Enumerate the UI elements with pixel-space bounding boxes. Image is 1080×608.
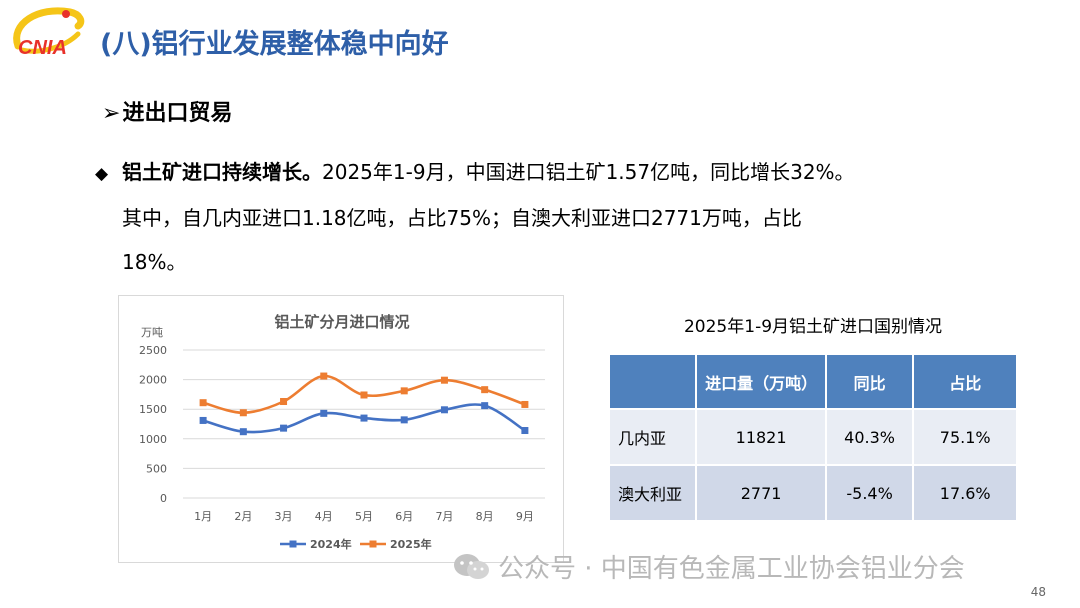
watermark-text: 公众号 · 中国有色金属工业协会铝业分会 [498,554,965,584]
wechat-icon [454,553,489,579]
legend-label-1: 2024年 [310,537,352,551]
data-point [239,428,247,436]
data-point [360,391,368,399]
y-tick-label: 1000 [139,433,167,446]
table-cell: 几内亚 [607,408,698,466]
y-tick-label: 1500 [139,403,167,416]
table-title: 2025年1-9月铝土矿进口国别情况 [683,317,943,337]
y-tick-label: 0 [160,492,167,505]
data-point [239,409,247,417]
data-point [521,427,529,435]
table-header-cell: 占比 [912,353,1018,410]
x-tick-label: 9月 [516,510,534,523]
bullet-line-1: 2025年1-9月，中国进口铝土矿1.57亿吨，同比增长32%。 [322,160,855,184]
legend-marker-2 [369,540,377,548]
table-header-cell [607,353,698,410]
x-tick-label: 7月 [435,510,453,523]
import-line-chart: 铝土矿分月进口情况万吨 0 500 1000 1500 2000 2500 1月 2月 3月 4月 5… [118,295,564,563]
x-tick-label: 4月 [315,510,333,523]
svg-text:CNIA: CNIA [18,37,67,59]
table-cell: 2771 [695,464,827,522]
y-tick-label: 500 [146,462,167,475]
table-cell: 75.1% [912,408,1018,466]
data-point [280,398,288,406]
data-point [481,402,489,410]
x-tick-label: 8月 [476,510,494,523]
data-point [280,424,288,432]
bullet-line-2: 其中，自几内亚进口1.18亿吨，占比75%；自澳大利亚进口2771万吨，占比 [122,206,802,230]
data-point [400,416,408,424]
x-tick-label: 3月 [275,510,293,523]
bullet-paragraph: ◆ 铝土矿进口持续增长。2025年1-9月，中国进口铝土矿1.57亿吨，同比增长3… [95,150,1015,284]
data-point [400,387,408,395]
table-cell: 40.3% [824,408,915,466]
table-cell: 17.6% [912,464,1018,522]
data-point [320,372,328,380]
table-cell: -5.4% [824,464,915,522]
legend-marker-1 [289,540,297,548]
x-tick-label: 2月 [234,510,252,523]
x-tick-label: 1月 [194,510,212,523]
table-cell: 11821 [695,408,827,466]
data-point [440,406,448,414]
table-header-row: 进口量（万吨） 同比 占比 [607,353,1018,410]
data-point [199,416,207,424]
import-country-table: 进口量（万吨） 同比 占比 几内亚 11821 40.3% 75.1% 澳大利亚… [607,353,1018,522]
arrow-bullet-icon: ➢ [102,101,121,126]
chart-title: 铝土矿分月进口情况 [274,313,409,331]
table-header-cell: 同比 [824,353,915,410]
table-row: 澳大利亚 2771 -5.4% 17.6% [607,464,1018,522]
y-tick-label: 2500 [139,344,167,357]
bullet-line-3: 18%。 [122,250,187,274]
cnia-logo: CNIA [8,4,86,60]
legend-label-2: 2025年 [390,537,432,551]
data-point [320,409,328,417]
data-point [440,376,448,384]
y-axis-unit-label: 万吨 [141,326,163,339]
x-tick-label: 6月 [395,510,413,523]
table-header-cell: 进口量（万吨） [695,353,827,410]
table-cell: 澳大利亚 [607,464,698,522]
data-point [481,386,489,394]
section-heading-text: 进出口贸易 [122,101,233,126]
data-point [521,400,529,408]
bullet-lead: 铝土矿进口持续增长。 [122,160,322,184]
data-point [199,399,207,407]
data-point [360,414,368,422]
slide-title: (八)铝行业发展整体稳中向好 [100,29,449,60]
y-tick-label: 2000 [139,374,167,387]
page-number: 48 [1030,585,1046,599]
watermark: 公众号 · 中国有色金属工业协会铝业分会 [452,548,965,585]
table-row: 几内亚 11821 40.3% 75.1% [607,408,1018,466]
diamond-bullet-icon: ◆ [95,164,109,184]
x-tick-label: 5月 [355,510,373,523]
section-heading: ➢进出口贸易 [102,95,232,127]
